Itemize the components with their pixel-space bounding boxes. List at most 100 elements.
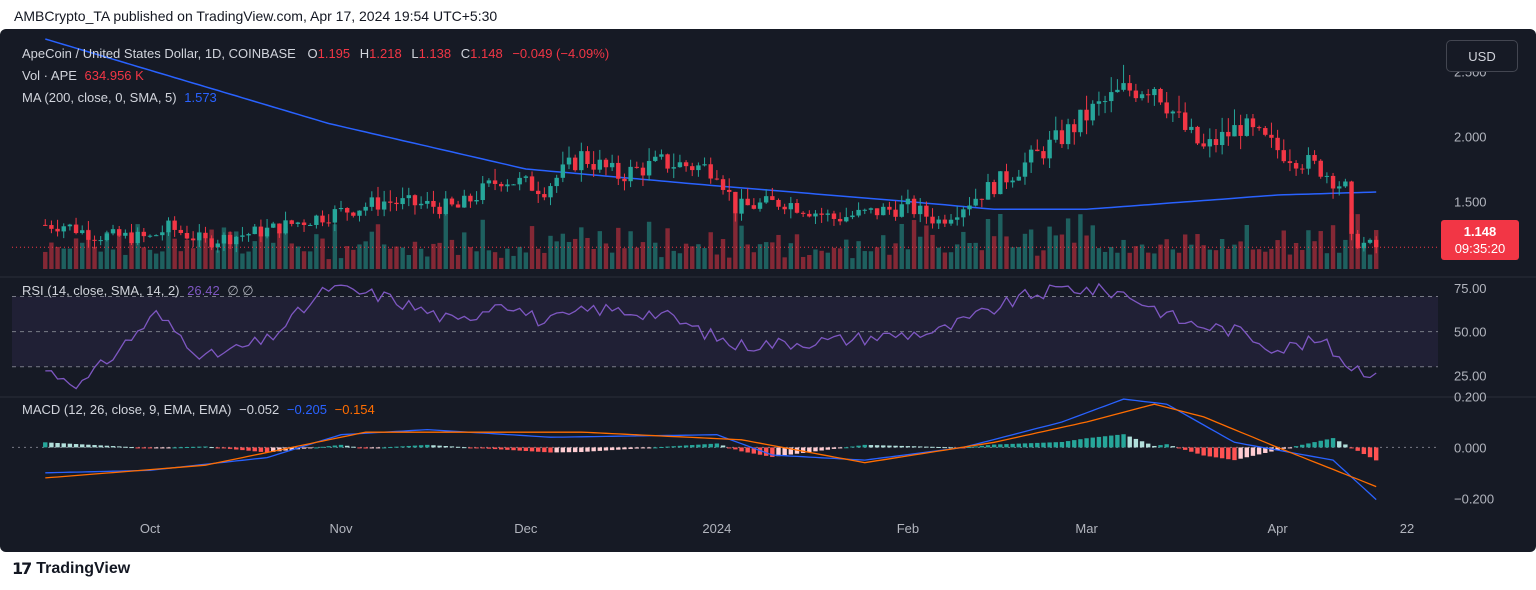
candle-body xyxy=(622,178,627,182)
chart-svg[interactable]: 2.5002.0001.50075.0050.0025.000.2000.000… xyxy=(0,29,1536,552)
macd-histogram-bar xyxy=(881,445,886,448)
candle-body xyxy=(49,225,54,229)
rsi-axis-tick: 75.00 xyxy=(1454,281,1487,296)
candle-body xyxy=(523,176,529,178)
volume-bar xyxy=(733,214,738,269)
time-axis-tick: Nov xyxy=(329,521,353,536)
candle-body xyxy=(554,177,559,187)
volume-bar xyxy=(1022,233,1028,269)
macd-histogram-bar xyxy=(696,444,701,448)
candle-body xyxy=(234,236,239,245)
candle-body xyxy=(1176,111,1182,113)
rsi-label[interactable]: RSI (14, close, SMA, 14, 2) xyxy=(22,283,180,298)
volume-label[interactable]: Vol · APE xyxy=(22,68,77,83)
macd-histogram-bar xyxy=(585,447,590,452)
macd-histogram-bar xyxy=(554,447,559,453)
candle-body xyxy=(807,213,812,217)
candle-body xyxy=(110,229,116,234)
candle-body xyxy=(1355,233,1360,249)
tradingview-logo-icon: 17 xyxy=(12,559,32,578)
close-value: 1.148 xyxy=(470,46,503,61)
volume-bar xyxy=(1300,249,1305,269)
candle-body xyxy=(905,198,911,205)
candle-body xyxy=(739,198,744,214)
candle-body xyxy=(1028,149,1034,163)
candle-body xyxy=(1010,180,1015,183)
volume-bar xyxy=(252,241,257,269)
symbol-label[interactable]: ApeCoin / United States Dollar, 1D, COIN… xyxy=(22,46,296,61)
macd-histogram-bar xyxy=(991,444,997,448)
macd-histogram-bar xyxy=(1306,443,1311,448)
volume-bar xyxy=(418,248,424,269)
volume-bar xyxy=(850,258,855,269)
macd-histogram-bar xyxy=(289,447,294,450)
candle-body xyxy=(301,222,307,226)
time-axis-tick: 2024 xyxy=(702,521,731,536)
macd-histogram-bar xyxy=(609,447,615,451)
volume-bar xyxy=(936,247,941,269)
candle-body xyxy=(893,209,898,217)
macd-histogram-bar xyxy=(320,446,325,448)
volume-bar xyxy=(1244,224,1249,269)
macd-histogram-bar xyxy=(400,446,405,448)
macd-histogram-bar xyxy=(1035,442,1040,448)
volume-bar xyxy=(579,227,584,269)
volume-bar xyxy=(1158,244,1163,269)
footer-brand[interactable]: 17 TradingView xyxy=(12,559,130,578)
macd-histogram-bar xyxy=(505,447,510,450)
volume-bar xyxy=(1293,243,1299,269)
volume-bar xyxy=(1232,244,1237,269)
volume-bar xyxy=(708,232,713,269)
currency-button[interactable]: USD xyxy=(1446,40,1518,72)
high-label: H xyxy=(359,46,370,61)
macd-line-value: −0.205 xyxy=(286,402,328,417)
candle-body xyxy=(369,197,375,207)
macd-histogram-bar xyxy=(1287,447,1293,449)
macd-histogram-bar xyxy=(381,447,387,449)
ma-label[interactable]: MA (200, close, 0, SMA, 5) xyxy=(22,90,177,105)
candle-body xyxy=(1121,83,1126,90)
time-axis-tick: 22 xyxy=(1400,521,1414,536)
macd-histogram-bar xyxy=(1213,447,1219,458)
macd-histogram-bar xyxy=(1158,445,1163,448)
macd-histogram-bar xyxy=(252,447,257,452)
volume-bar xyxy=(1065,218,1071,269)
candle-body xyxy=(1373,239,1379,248)
volume-bar xyxy=(535,248,541,269)
candle-body xyxy=(295,222,301,224)
volume-bar xyxy=(227,231,233,269)
macd-label[interactable]: MACD (12, 26, close, 9, EMA, EMA) xyxy=(22,402,232,417)
macd-histogram-bar xyxy=(104,445,110,448)
candle-body xyxy=(67,224,73,227)
candle-body xyxy=(1250,118,1256,128)
candle-body xyxy=(197,232,202,241)
volume-bar xyxy=(653,242,658,269)
volume-bar xyxy=(523,252,529,269)
macd-histogram-bar xyxy=(308,447,313,449)
candle-body xyxy=(449,198,455,205)
candle-body xyxy=(344,208,350,213)
volume-bar xyxy=(683,243,689,269)
volume-bar xyxy=(930,234,935,269)
volume-bar xyxy=(924,225,929,269)
candle-body xyxy=(640,167,646,176)
candle-body xyxy=(819,213,824,215)
macd-histogram-bar xyxy=(1072,440,1077,448)
chart-area[interactable]: 2.500 2.000 1.500 75.00 50.00 25.00 0.200 0.000… xyxy=(0,29,1536,552)
macd-histogram-bar xyxy=(412,445,418,448)
volume-bar xyxy=(135,224,140,269)
macd-histogram-bar xyxy=(523,447,529,451)
close-label: C xyxy=(460,46,471,61)
macd-histogram-bar xyxy=(246,447,251,451)
rsi-extra: ∅ ∅ xyxy=(227,283,254,298)
candle-body xyxy=(844,217,849,222)
candle-body xyxy=(924,205,929,217)
volume-bar xyxy=(363,241,368,269)
candle-body xyxy=(221,234,227,244)
volume-bar xyxy=(1189,244,1194,269)
macd-histogram-bar xyxy=(178,447,184,449)
macd-histogram-bar xyxy=(727,447,732,449)
macd-histogram-bar xyxy=(184,447,190,449)
macd-histogram-bar xyxy=(1065,441,1071,448)
macd-histogram-bar xyxy=(437,445,442,448)
